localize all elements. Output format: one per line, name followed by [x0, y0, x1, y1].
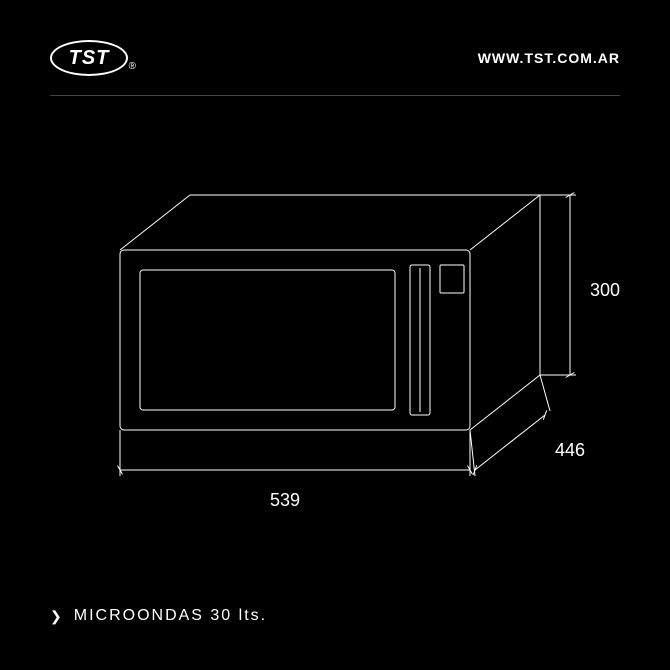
microwave-drawing [80, 150, 640, 530]
dimension-depth-label: 446 [555, 440, 585, 461]
logo-ellipse: TST ® [50, 40, 128, 76]
brand-logo: TST ® [50, 40, 128, 76]
footer: ❯ MICROONDAS 30 lts. [50, 607, 267, 625]
dimension-width-label: 539 [270, 490, 300, 511]
header-divider [50, 95, 620, 96]
technical-diagram: 539 300 446 [80, 150, 600, 530]
product-name: MICROONDAS 30 lts. [74, 607, 267, 625]
dimension-height-label: 300 [590, 280, 620, 301]
chevron-right-icon: ❯ [50, 608, 62, 625]
logo-text: TST [69, 47, 110, 70]
website-url: WWW.TST.COM.AR [478, 50, 620, 66]
header: TST ® WWW.TST.COM.AR [50, 40, 620, 76]
logo-registered: ® [129, 61, 136, 72]
